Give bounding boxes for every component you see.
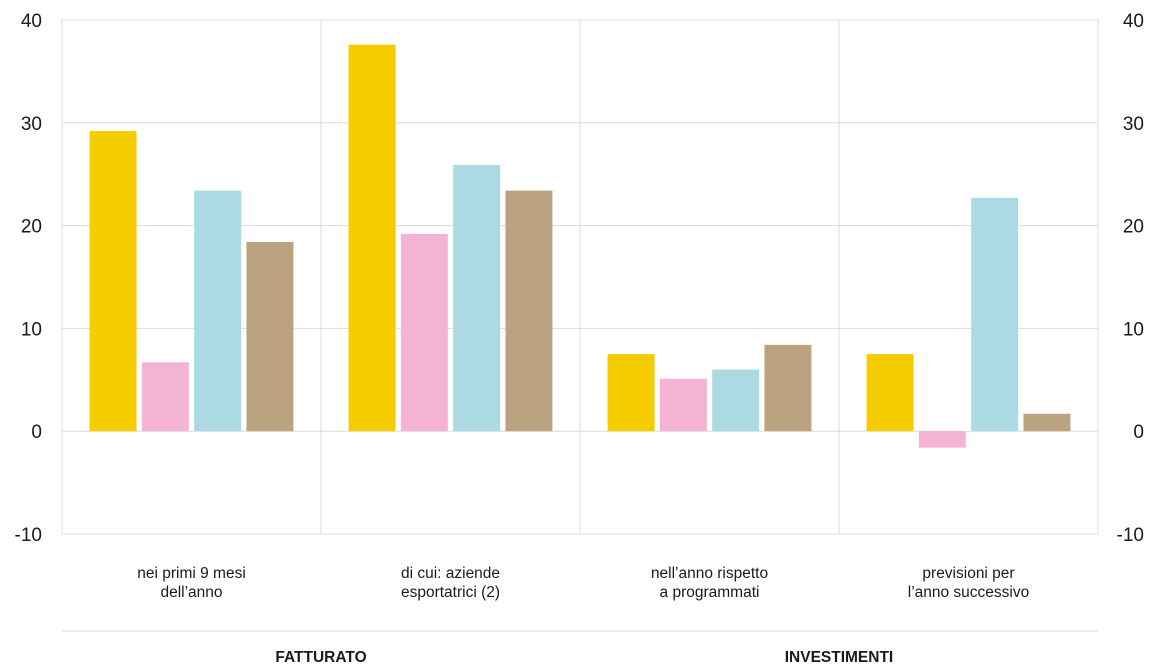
bar bbox=[607, 354, 655, 432]
group-label: INVESTIMENTI bbox=[785, 649, 894, 666]
category-label: previsioni per bbox=[922, 565, 1014, 582]
bar bbox=[505, 190, 553, 432]
y-tick-label-left: 30 bbox=[21, 114, 42, 135]
bar bbox=[348, 44, 396, 432]
bar bbox=[89, 131, 137, 432]
category-label: dell’anno bbox=[160, 584, 222, 601]
bar bbox=[194, 190, 242, 432]
bar bbox=[400, 233, 448, 432]
y-tick-label-right: 0 bbox=[1133, 422, 1144, 443]
bar bbox=[712, 369, 760, 432]
axes: -10 -10 0 0 10 10 20 20 30 30 40 40 bbox=[15, 11, 1144, 546]
bar bbox=[246, 242, 294, 432]
bar bbox=[1023, 413, 1071, 432]
y-tick-label-left: -10 bbox=[15, 525, 42, 546]
bar bbox=[141, 362, 189, 432]
y-tick-label-right: -10 bbox=[1117, 525, 1144, 546]
y-tick-label-right: 20 bbox=[1123, 217, 1144, 238]
bar bbox=[918, 431, 966, 448]
y-tick-label-right: 10 bbox=[1123, 319, 1144, 340]
category-label: l’anno successivo bbox=[908, 584, 1029, 601]
y-tick-label-left: 20 bbox=[21, 217, 42, 238]
bar bbox=[659, 378, 707, 432]
y-tick-label-right: 40 bbox=[1123, 11, 1144, 32]
y-tick-label-right: 30 bbox=[1123, 114, 1144, 135]
bar bbox=[866, 354, 914, 432]
y-tick-label-left: 40 bbox=[21, 11, 42, 32]
category-label: nell’anno rispetto bbox=[651, 565, 768, 582]
category-label: di cui: aziende bbox=[401, 565, 500, 582]
bars bbox=[89, 44, 1071, 448]
category-label: a programmati bbox=[660, 584, 760, 601]
bar bbox=[453, 164, 501, 432]
category-label: nei primi 9 mesi bbox=[137, 565, 246, 582]
y-tick-label-left: 10 bbox=[21, 319, 42, 340]
bar bbox=[971, 197, 1019, 432]
y-tick-label-left: 0 bbox=[31, 422, 42, 443]
category-label: esportatrici (2) bbox=[401, 584, 500, 601]
bar bbox=[764, 344, 812, 432]
group-label: FATTURATO bbox=[275, 649, 366, 666]
category-labels: nei primi 9 mesi dell’anno di cui: aziende… bbox=[62, 565, 1098, 666]
